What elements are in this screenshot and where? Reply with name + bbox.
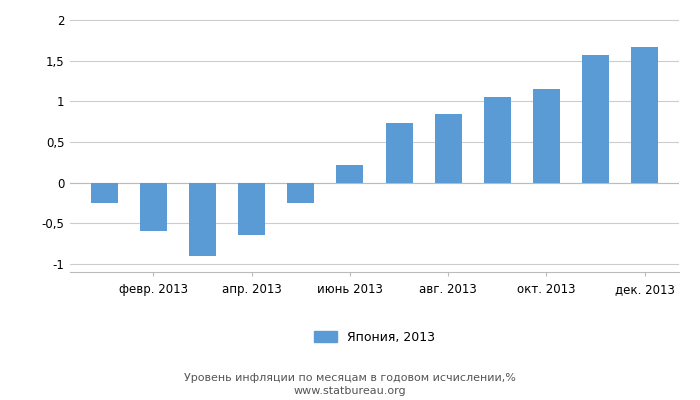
Bar [533, 89, 560, 183]
Bar [189, 183, 216, 256]
Bar [337, 165, 363, 183]
Bar [287, 183, 314, 203]
Bar [631, 47, 658, 183]
Bar [484, 97, 511, 183]
Bar [140, 183, 167, 231]
Bar [435, 114, 462, 183]
Legend: Япония, 2013: Япония, 2013 [309, 326, 440, 349]
Text: Уровень инфляции по месяцам в годовом исчислении,%: Уровень инфляции по месяцам в годовом ис… [184, 373, 516, 383]
Bar [386, 123, 412, 183]
Bar [582, 55, 609, 183]
Text: www.statbureau.org: www.statbureau.org [294, 386, 406, 396]
Bar [238, 183, 265, 236]
Bar [91, 183, 118, 203]
